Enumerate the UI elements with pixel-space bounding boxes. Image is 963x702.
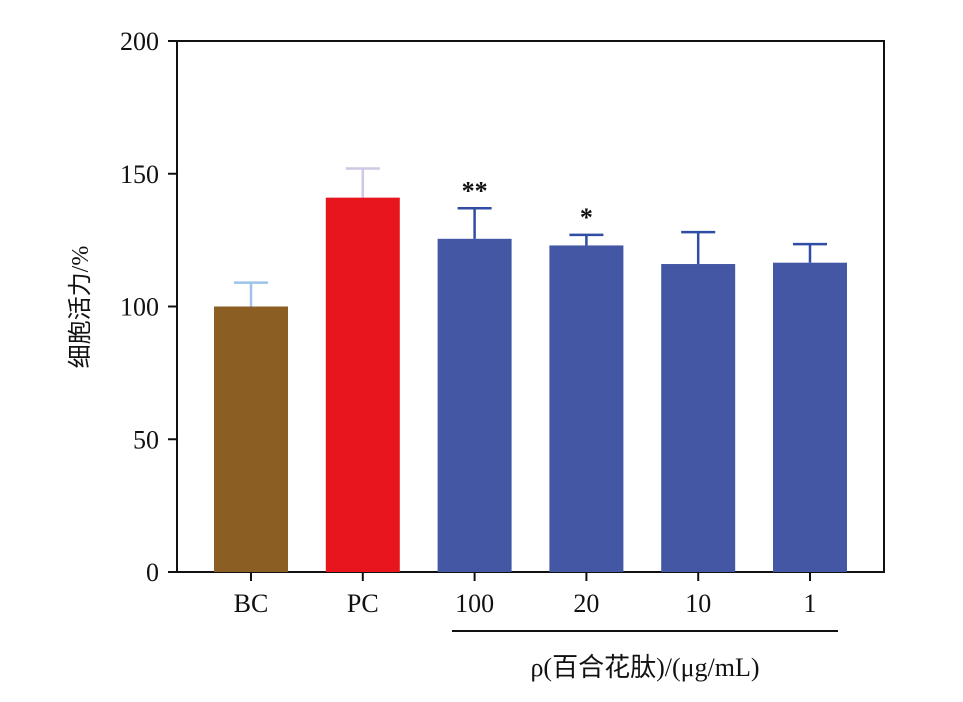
bar-10: [661, 264, 736, 572]
y-tick-label: 150: [120, 160, 159, 189]
x-tick-label: 100: [455, 589, 494, 618]
x-tick-label: PC: [347, 589, 379, 618]
y-tick-label: 100: [120, 293, 159, 322]
bar-PC: [325, 197, 400, 572]
y-tick-label: 50: [133, 425, 159, 454]
significance-label: *: [580, 203, 593, 232]
significance-label: **: [462, 176, 488, 205]
group-axis-title: ρ(百合花肽)/(μg/mL): [530, 653, 759, 682]
bar-BC: [214, 306, 288, 572]
bar-100: [437, 238, 512, 573]
bar-1: [773, 262, 847, 572]
x-tick-label: 1: [804, 589, 817, 618]
y-tick-label: 0: [146, 558, 159, 587]
significance-layer: ***: [462, 176, 593, 232]
bar-20: [549, 245, 624, 572]
error-bars-layer: [234, 167, 827, 307]
y-axis: 0 50 100 150 200: [120, 27, 177, 587]
x-tick-label: 10: [685, 589, 711, 618]
x-tick-label: BC: [234, 589, 269, 618]
x-axis: BC PC 100 20 10 1: [234, 572, 817, 618]
y-tick-label: 200: [120, 27, 159, 56]
x-tick-label: 20: [573, 589, 599, 618]
bars-layer: [214, 197, 847, 573]
y-axis-title: 细胞活力/%: [67, 246, 94, 369]
